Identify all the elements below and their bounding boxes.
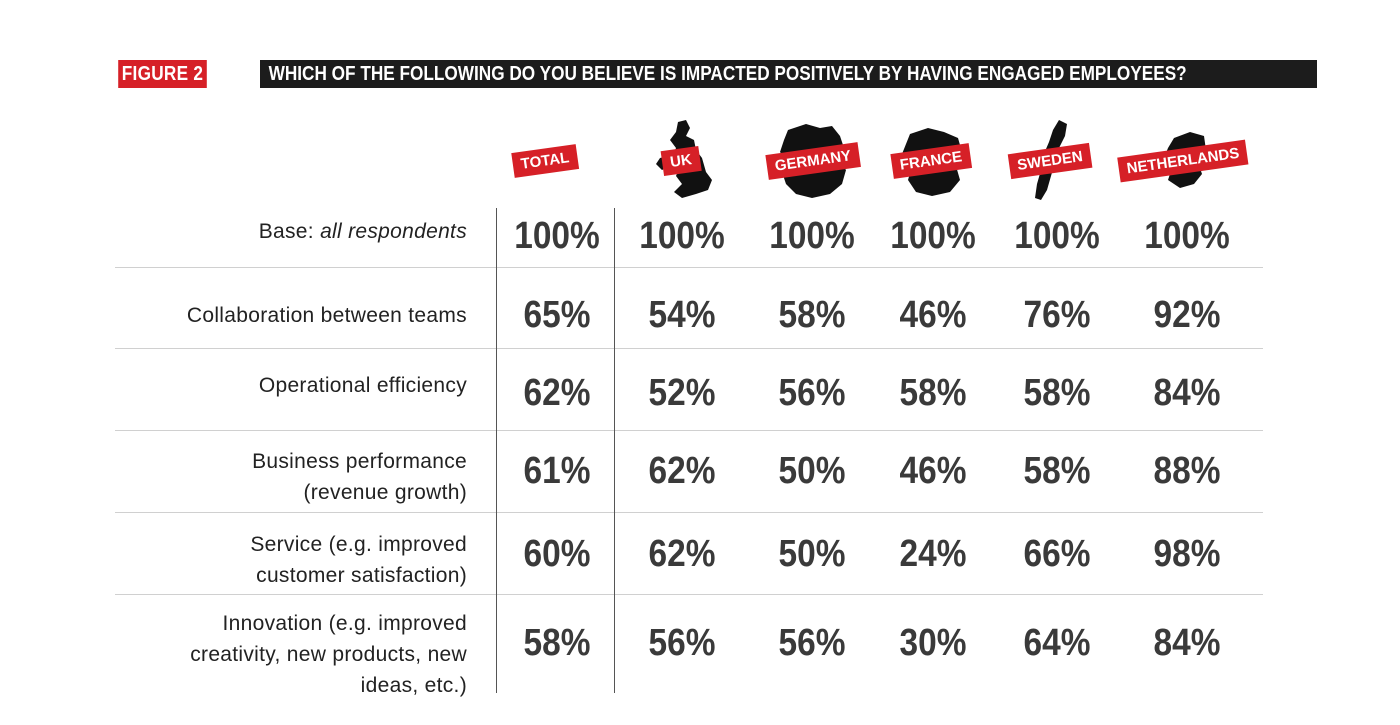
column-tag-uk: UK <box>660 145 702 176</box>
row-label-base: Base: all respondents <box>107 216 467 247</box>
cell-row4-sweden: 66% <box>1023 533 1091 575</box>
cell-base-total: 100% <box>514 215 600 257</box>
row-label-line: Business performance <box>252 450 467 473</box>
row-divider <box>115 512 1263 513</box>
row-divider <box>115 430 1263 431</box>
cell-row1-netherlands: 92% <box>1153 294 1221 336</box>
figure-label: FIGURE 2 <box>118 60 207 88</box>
cell-row4-uk: 62% <box>648 533 716 575</box>
cell-row2-netherlands: 84% <box>1153 372 1221 414</box>
cell-row4-germany: 50% <box>778 533 846 575</box>
column-divider-right <box>614 208 615 693</box>
cell-row1-france: 46% <box>899 294 967 336</box>
cell-row5-total: 58% <box>523 622 591 664</box>
column-tag-total: TOTAL <box>511 143 579 178</box>
row-divider <box>115 348 1263 349</box>
row-divider <box>115 594 1263 595</box>
column-header-sweden: SWEDEN <box>985 118 1115 203</box>
column-header-germany: GERMANY <box>748 118 878 203</box>
row-label-line: Service (e.g. improved <box>250 533 467 556</box>
row-divider <box>115 267 1263 268</box>
column-header-total: TOTAL <box>480 118 610 203</box>
base-label-italic: all respondents <box>320 220 467 243</box>
row-label-innovation: Innovation (e.g. improved creativity, ne… <box>107 608 467 701</box>
cell-row2-sweden: 58% <box>1023 372 1091 414</box>
row-label-business-performance: Business performance (revenue growth) <box>107 446 467 508</box>
row-label-line: Innovation (e.g. improved <box>222 612 467 635</box>
cell-row5-germany: 56% <box>778 622 846 664</box>
row-label-operational-efficiency: Operational efficiency <box>258 374 467 397</box>
cell-base-germany: 100% <box>769 215 855 257</box>
cell-base-netherlands: 100% <box>1144 215 1230 257</box>
cell-base-france: 100% <box>890 215 976 257</box>
row-label-line: (revenue growth) <box>303 481 467 504</box>
column-header-netherlands: NETHERLANDS <box>1117 118 1249 203</box>
cell-row3-uk: 62% <box>648 450 716 492</box>
column-header-france: FRANCE <box>866 118 996 203</box>
cell-row3-total: 61% <box>523 450 591 492</box>
cell-row1-sweden: 76% <box>1023 294 1091 336</box>
cell-row2-france: 58% <box>899 372 967 414</box>
cell-row4-netherlands: 98% <box>1153 533 1221 575</box>
cell-row1-uk: 54% <box>648 294 716 336</box>
figure-title: WHICH OF THE FOLLOWING DO YOU BELIEVE IS… <box>260 60 1317 88</box>
base-label: Base: <box>258 220 314 243</box>
cell-base-sweden: 100% <box>1014 215 1100 257</box>
row-label-line: ideas, etc.) <box>360 674 467 697</box>
column-divider-left <box>496 208 497 693</box>
cell-row1-germany: 58% <box>778 294 846 336</box>
cell-row4-france: 24% <box>899 533 967 575</box>
cell-row3-france: 46% <box>899 450 967 492</box>
cell-row4-total: 60% <box>523 533 591 575</box>
cell-row5-sweden: 64% <box>1023 622 1091 664</box>
cell-row5-uk: 56% <box>648 622 716 664</box>
row-label-service: Service (e.g. improved customer satisfac… <box>107 529 467 591</box>
row-label-line: customer satisfaction) <box>256 564 467 587</box>
cell-row3-netherlands: 88% <box>1153 450 1221 492</box>
column-header-uk: UK <box>616 118 746 203</box>
cell-row2-germany: 56% <box>778 372 846 414</box>
cell-row3-sweden: 58% <box>1023 450 1091 492</box>
cell-row2-total: 62% <box>523 372 591 414</box>
figure-title-text: WHICH OF THE FOLLOWING DO YOU BELIEVE IS… <box>268 62 1187 85</box>
cell-base-uk: 100% <box>639 215 725 257</box>
cell-row3-germany: 50% <box>778 450 846 492</box>
row-label-line: creativity, new products, new <box>190 643 467 666</box>
row-label-collaboration: Collaboration between teams <box>186 304 467 327</box>
cell-row2-uk: 52% <box>648 372 716 414</box>
cell-row1-total: 65% <box>523 294 591 336</box>
cell-row5-france: 30% <box>899 622 967 664</box>
cell-row5-netherlands: 84% <box>1153 622 1221 664</box>
